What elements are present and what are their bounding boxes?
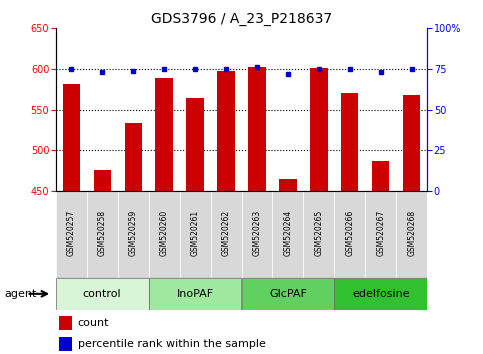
Bar bbox=[149, 191, 180, 278]
Bar bbox=[94, 170, 111, 191]
Bar bbox=[242, 191, 272, 278]
Bar bbox=[311, 68, 327, 191]
Bar bbox=[403, 95, 421, 191]
Bar bbox=[211, 191, 242, 278]
Text: GSM520266: GSM520266 bbox=[345, 210, 355, 256]
Bar bbox=[248, 67, 266, 191]
Text: GDS3796 / A_23_P218637: GDS3796 / A_23_P218637 bbox=[151, 12, 332, 27]
Text: agent: agent bbox=[5, 289, 37, 299]
Bar bbox=[303, 191, 334, 278]
Text: count: count bbox=[78, 318, 109, 328]
Text: percentile rank within the sample: percentile rank within the sample bbox=[78, 339, 266, 349]
Bar bbox=[59, 316, 72, 330]
Bar bbox=[366, 191, 397, 278]
Bar bbox=[280, 179, 297, 191]
Text: edelfosine: edelfosine bbox=[352, 289, 410, 299]
Bar bbox=[217, 72, 235, 191]
Text: control: control bbox=[83, 289, 121, 299]
Text: GSM520258: GSM520258 bbox=[98, 210, 107, 256]
Bar bbox=[372, 161, 389, 191]
Text: GSM520261: GSM520261 bbox=[190, 210, 199, 256]
Text: InoPAF: InoPAF bbox=[176, 289, 213, 299]
Text: GSM520260: GSM520260 bbox=[159, 210, 169, 256]
Text: GSM520264: GSM520264 bbox=[284, 210, 293, 256]
Text: GSM520263: GSM520263 bbox=[253, 210, 261, 256]
Text: GSM520257: GSM520257 bbox=[67, 210, 75, 256]
Bar bbox=[117, 191, 149, 278]
Text: GSM520267: GSM520267 bbox=[376, 210, 385, 256]
Text: GlcPAF: GlcPAF bbox=[269, 289, 307, 299]
Bar bbox=[149, 278, 242, 310]
Text: GSM520265: GSM520265 bbox=[314, 210, 324, 256]
Bar bbox=[341, 93, 358, 191]
Bar bbox=[242, 278, 334, 310]
Bar bbox=[397, 191, 427, 278]
Text: GSM520259: GSM520259 bbox=[128, 210, 138, 256]
Bar bbox=[59, 337, 72, 351]
Bar bbox=[334, 278, 427, 310]
Bar bbox=[272, 191, 303, 278]
Bar bbox=[62, 85, 80, 191]
Bar bbox=[86, 191, 117, 278]
Bar bbox=[180, 191, 211, 278]
Bar bbox=[125, 123, 142, 191]
Bar bbox=[56, 191, 86, 278]
Bar bbox=[334, 191, 366, 278]
Bar bbox=[56, 278, 149, 310]
Bar bbox=[156, 78, 172, 191]
Bar bbox=[186, 97, 203, 191]
Text: GSM520262: GSM520262 bbox=[222, 210, 230, 256]
Text: GSM520268: GSM520268 bbox=[408, 210, 416, 256]
